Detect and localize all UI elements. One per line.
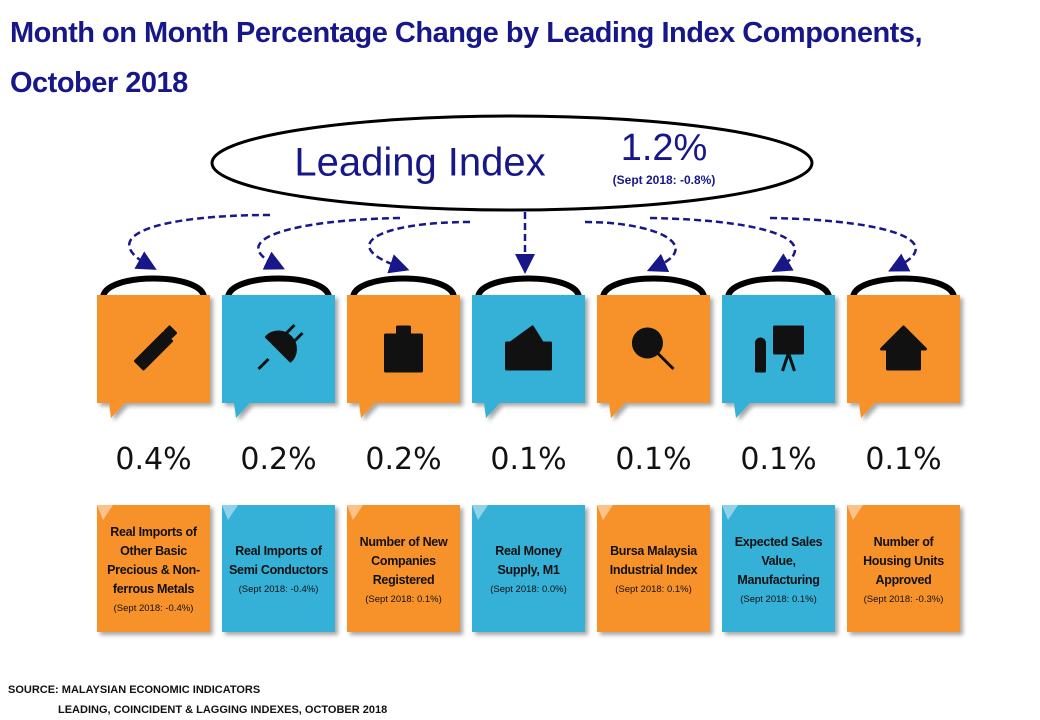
arrows [128, 212, 917, 274]
icon [257, 323, 304, 371]
component-previous: (Sept 2018: 0.1%) [365, 593, 442, 605]
label-box [472, 505, 585, 632]
icon-box [722, 295, 835, 418]
component-label: Real Imports of Semi Conductors [229, 544, 328, 577]
component-box: Number of Housing Units Approved (Sept 20… [847, 505, 960, 632]
index-ellipse [210, 114, 814, 212]
component-label: Bursa Malaysia Industrial Index [609, 544, 698, 577]
component-label: Number of Housing Units Approved [863, 534, 944, 587]
component-label: Real Imports of Other Basic Precious & N… [107, 525, 200, 596]
label-box [597, 505, 710, 632]
component-value: 0.1% [490, 442, 567, 477]
component-previous: (Sept 2018: 0.1%) [615, 584, 692, 595]
component-label: Real Money Supply, M1 [495, 544, 562, 577]
label-box [222, 505, 335, 632]
component-previous: (Sept 2018: -0.3%) [863, 593, 944, 605]
label-notch [847, 505, 863, 520]
label-box [722, 505, 835, 632]
component-box: Bursa Malaysia Industrial Index (Sept 201… [597, 505, 710, 632]
label-notch [222, 505, 238, 520]
icon [505, 325, 552, 371]
handle [350, 275, 457, 299]
index-label: Leading Index [294, 141, 545, 185]
source-line: LEADING, COINCIDENT & LAGGING INDEXES, O… [58, 704, 388, 716]
component-box: Real Money Supply, M1 (Sept 2018: 0.0%) [472, 505, 585, 632]
index-previous: (Sept 2018: -0.8%) [613, 173, 716, 187]
component-value: 0.4% [115, 442, 192, 477]
label-box [847, 505, 960, 632]
handle [475, 275, 582, 299]
component-value: 0.2% [240, 442, 317, 477]
label-box [97, 505, 210, 632]
label-notch [722, 505, 738, 520]
label-notch [472, 505, 488, 520]
icon [631, 327, 675, 371]
component-box: Real Imports of Other Basic Precious & N… [97, 505, 210, 632]
icon-box [222, 295, 335, 418]
label-notch [97, 505, 113, 520]
component-box: Real Imports of Semi Conductors (Sept 201… [222, 505, 335, 632]
icon [880, 325, 927, 371]
component-label: Expected Sales Value, Manufacturing [734, 534, 823, 587]
component-previous: (Sept 2018: 0.0%) [490, 584, 567, 595]
handle [850, 275, 957, 299]
handle [725, 275, 832, 299]
handle [100, 275, 207, 299]
component-previous: (Sept 2018: -0.4%) [113, 603, 194, 614]
source-line: SOURCE: MALAYSIAN ECONOMIC INDICATORS [8, 684, 261, 696]
component-value: 0.1% [615, 442, 692, 477]
component-box: Number of New Companies Registered (Sept … [347, 505, 460, 632]
index-value: 1.2% [621, 127, 708, 169]
component-previous: (Sept 2018: -0.4%) [238, 584, 319, 595]
icon [384, 325, 423, 373]
label-notch [347, 505, 363, 520]
icon [134, 325, 177, 371]
handle [600, 275, 707, 299]
component-value: 0.1% [740, 442, 817, 477]
component-value: 0.2% [365, 442, 442, 477]
component-box: Expected Sales Value, Manufacturing (Sept… [722, 505, 835, 632]
component-label: Number of New Companies Registered [359, 534, 448, 587]
label-box [347, 505, 460, 632]
label-notch [597, 505, 613, 520]
icon [754, 325, 804, 373]
handle [225, 275, 332, 299]
title: Month on Month Percentage Change by Lead… [10, 17, 923, 99]
component-value: 0.1% [865, 442, 942, 477]
component-previous: (Sept 2018: 0.1%) [740, 593, 817, 605]
